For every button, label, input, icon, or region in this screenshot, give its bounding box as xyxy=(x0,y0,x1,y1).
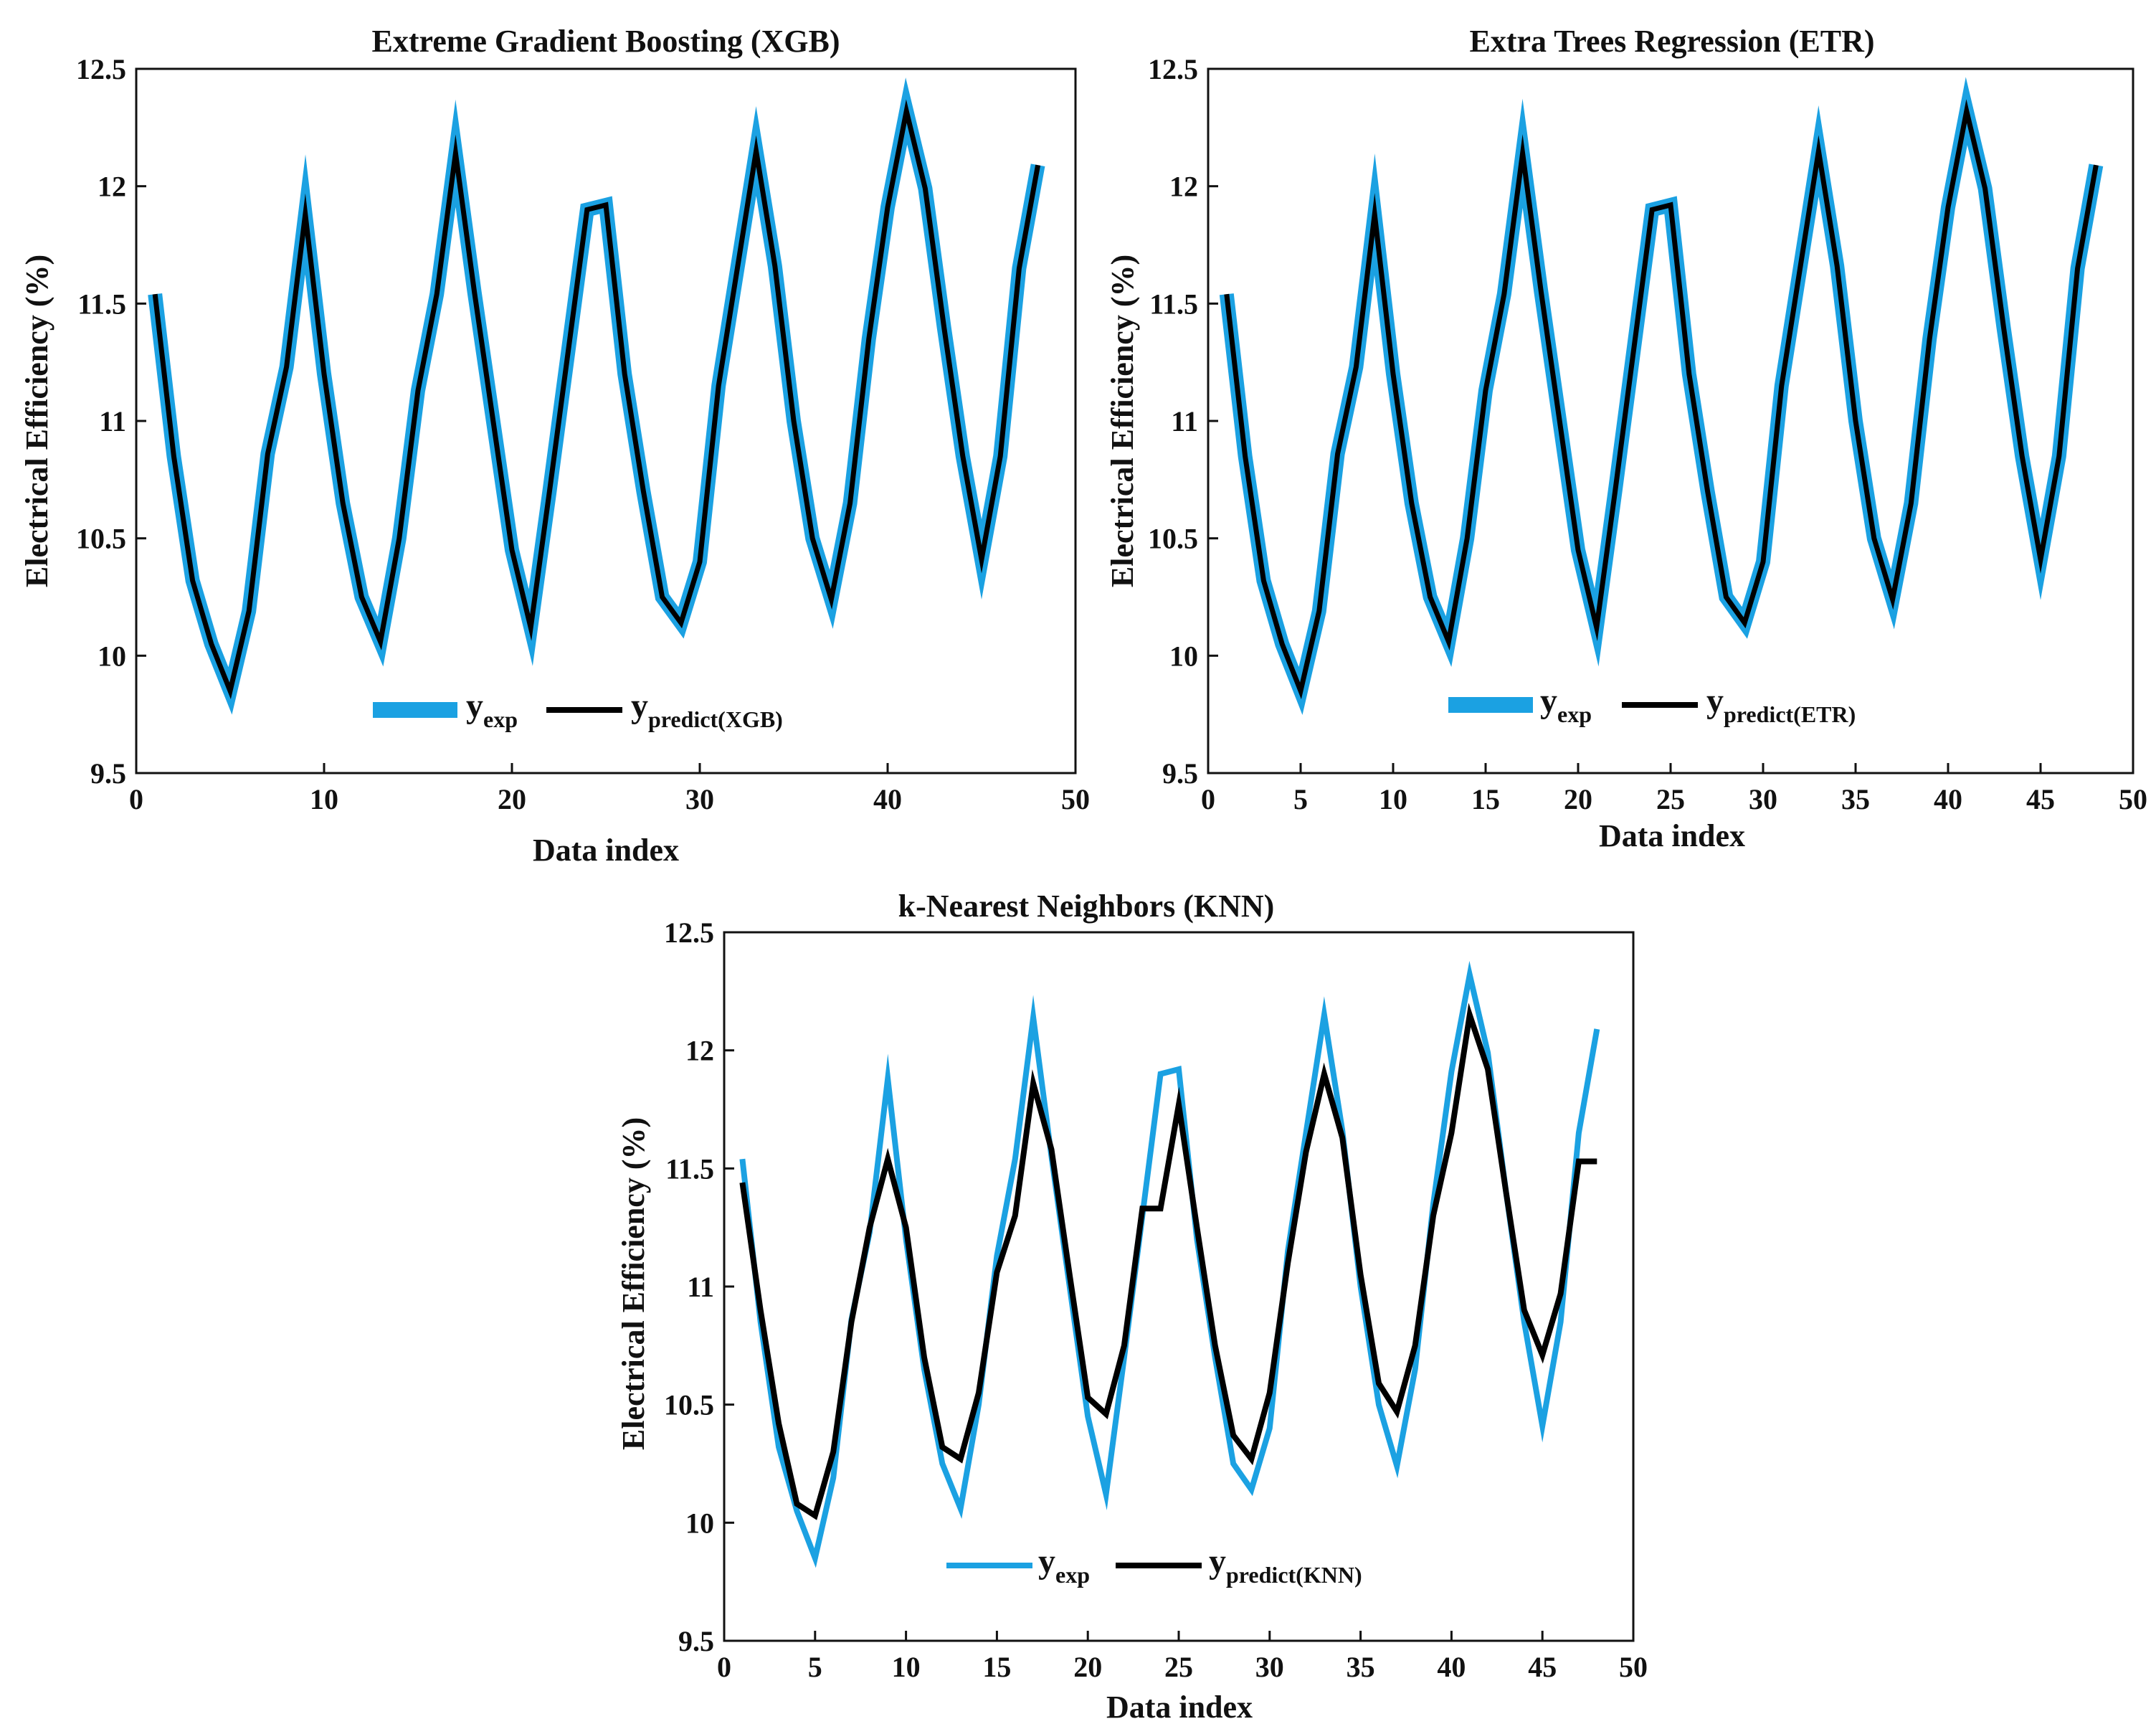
chart-etr: Extra Trees Regression (ETR) 0 5 10 15 20 25 3… xyxy=(1105,24,2147,853)
y-axis-label: Electrical Efficiency (%) xyxy=(616,1117,651,1450)
legend: yexp ypredict(XGB) xyxy=(373,687,783,732)
x-tick-label: 35 xyxy=(1347,1651,1375,1683)
y-tick-label: 12 xyxy=(98,171,126,203)
y-tick-label: 12.5 xyxy=(1148,53,1198,85)
y-tick-label: 10.5 xyxy=(664,1389,714,1421)
series-line-predict xyxy=(1224,99,2099,700)
x-tick-label: 40 xyxy=(1437,1651,1466,1683)
legend-label-predict: ypredict(ETR) xyxy=(1706,682,1856,727)
series-line-exp xyxy=(148,77,1045,715)
y-tick-label: 11 xyxy=(687,1271,714,1303)
y-tick-label: 11.5 xyxy=(665,1152,714,1185)
x-tick-label: 5 xyxy=(808,1651,822,1683)
x-tick-label: 5 xyxy=(1293,783,1308,815)
y-tick-label: 10 xyxy=(1169,640,1198,672)
y-tick-label: 9.5 xyxy=(90,757,126,790)
legend-label-exp: yexp xyxy=(466,687,518,732)
y-tick-label: 10.5 xyxy=(76,523,126,555)
y-tick-label: 11 xyxy=(99,405,126,437)
y-tick-label: 10 xyxy=(98,640,126,672)
x-tick-label: 45 xyxy=(2026,783,2055,815)
x-tick-label: 30 xyxy=(685,783,714,815)
x-axis-label: Data index xyxy=(1599,818,1745,853)
x-tick-label: 50 xyxy=(1061,783,1090,815)
y-tick-label: 12 xyxy=(1169,171,1198,203)
y-tick-label: 12 xyxy=(685,1035,714,1067)
legend-label-exp: yexp xyxy=(1038,1543,1090,1588)
x-tick-label: 40 xyxy=(1934,783,1962,815)
x-tick-label: 40 xyxy=(873,783,902,815)
x-axis-label: Data index xyxy=(533,833,679,868)
x-tick-label: 30 xyxy=(1255,1651,1284,1683)
chart-title: Extreme Gradient Boosting (XGB) xyxy=(371,24,840,59)
y-tick-label: 11.5 xyxy=(77,288,126,320)
x-tick-label: 10 xyxy=(1379,783,1407,815)
x-tick-label: 45 xyxy=(1528,1651,1557,1683)
x-tick-label: 30 xyxy=(1749,783,1777,815)
series-line-predict xyxy=(739,1003,1597,1520)
x-tick-label: 20 xyxy=(498,783,526,815)
plot-frame xyxy=(1207,67,2134,775)
y-tick-label: 12.5 xyxy=(76,53,126,85)
x-tick-label: 35 xyxy=(1841,783,1870,815)
legend-label-predict: ypredict(XGB) xyxy=(631,687,783,732)
y-tick-label: 9.5 xyxy=(678,1625,714,1657)
series-line-exp xyxy=(1219,77,2104,715)
x-tick-label: 50 xyxy=(1619,1651,1648,1683)
x-tick-label: 25 xyxy=(1656,783,1685,815)
x-tick-label: 20 xyxy=(1564,783,1592,815)
legend-label-predict: ypredict(KNN) xyxy=(1209,1543,1362,1588)
y-tick-label: 11 xyxy=(1171,405,1198,437)
x-tick-label: 15 xyxy=(982,1651,1011,1683)
x-tick-label: 10 xyxy=(892,1651,921,1683)
y-axis-label: Electrical Efficiency (%) xyxy=(1105,255,1140,587)
y-tick-label: 12.5 xyxy=(664,916,714,949)
chart-knn: k-Nearest Neighbors (KNN) 0 5 10 15 20 25 30 35… xyxy=(616,889,1648,1725)
legend: yexp ypredict(KNN) xyxy=(946,1543,1362,1588)
y-tick-label: 10 xyxy=(685,1507,714,1539)
plot-frame xyxy=(135,67,1077,775)
y-tick-label: 11.5 xyxy=(1149,288,1198,320)
legend-label-exp: yexp xyxy=(1540,682,1592,727)
x-tick-label: 15 xyxy=(1471,783,1500,815)
x-axis-label: Data index xyxy=(1106,1690,1253,1725)
x-tick-label: 0 xyxy=(1201,783,1215,815)
y-tick-label: 10.5 xyxy=(1148,523,1198,555)
x-tick-label: 10 xyxy=(310,783,338,815)
chart-title: Extra Trees Regression (ETR) xyxy=(1469,24,1874,59)
legend: yexp ypredict(ETR) xyxy=(1448,682,1856,727)
chart-title: k-Nearest Neighbors (KNN) xyxy=(898,889,1275,924)
plot-frame xyxy=(723,931,1635,1642)
series-line-predict xyxy=(152,99,1041,699)
y-axis-label: Electrical Efficiency (%) xyxy=(19,255,54,587)
y-tick-label: 9.5 xyxy=(1162,757,1198,790)
chart-xgb: Extreme Gradient Boosting (XGB) 0 10 20 30 4… xyxy=(19,24,1090,868)
series-line-exp xyxy=(739,960,1600,1568)
x-tick-label: 0 xyxy=(717,1651,731,1683)
x-tick-label: 20 xyxy=(1073,1651,1102,1683)
x-tick-label: 25 xyxy=(1164,1651,1193,1683)
x-tick-label: 50 xyxy=(2119,783,2147,815)
x-tick-label: 0 xyxy=(129,783,143,815)
